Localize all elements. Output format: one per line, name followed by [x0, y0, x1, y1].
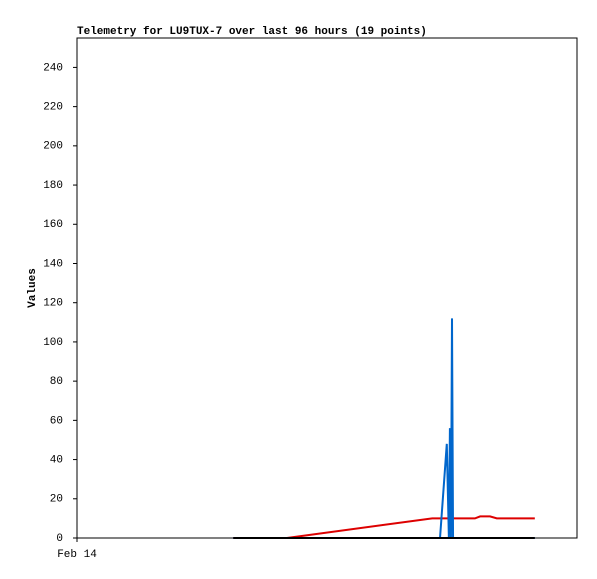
- y-tick-label: 160: [43, 219, 63, 231]
- y-tick-label: 100: [43, 337, 63, 349]
- y-tick-label: 180: [43, 180, 63, 192]
- y-tick-label: 60: [50, 415, 63, 427]
- series-line: [233, 515, 535, 539]
- series-line: [233, 318, 535, 539]
- y-tick-label: 40: [50, 454, 63, 466]
- x-tick-label: Feb 14: [57, 549, 97, 561]
- plot-frame: [76, 37, 578, 539]
- y-tick-label: 220: [43, 102, 63, 114]
- y-tick-label: 120: [43, 298, 63, 310]
- y-axis-label: Values: [27, 268, 39, 308]
- y-tick-label: 140: [43, 258, 63, 270]
- y-tick-label: 240: [43, 62, 63, 74]
- y-tick-label: 200: [43, 141, 63, 153]
- chart-title: Telemetry for LU9TUX-7 over last 96 hour…: [77, 26, 427, 38]
- y-tick-label: 80: [50, 376, 63, 388]
- y-tick-label: 0: [56, 533, 63, 545]
- y-tick-label: 20: [50, 494, 63, 506]
